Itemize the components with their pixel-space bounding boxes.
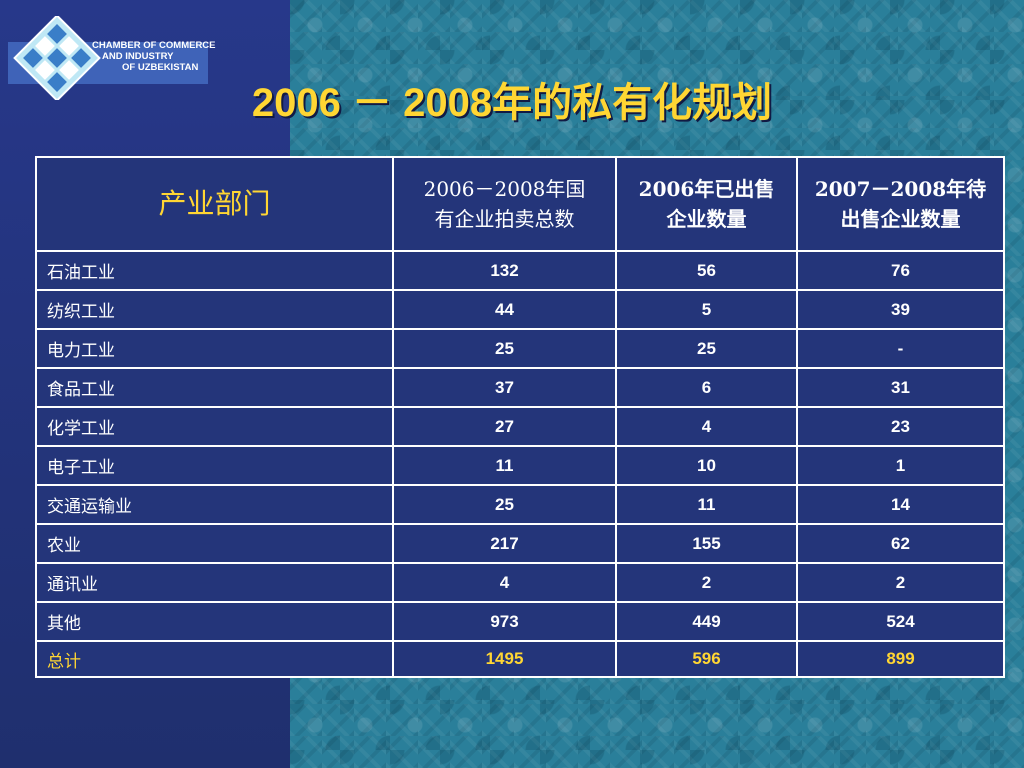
cell-sector: 通讯业 (35, 562, 394, 603)
logo-line-1: CHAMBER OF COMMERCE (92, 40, 216, 51)
cell-total: 25 (392, 484, 617, 525)
header-sold-line-2: 企业数量 (666, 207, 747, 231)
cell-total: 217 (392, 523, 617, 564)
chamber-logo: CHAMBER OF COMMERCE AND INDUSTRY OF UZBE… (8, 14, 228, 100)
logo-text: CHAMBER OF COMMERCE AND INDUSTRY OF UZBE… (92, 40, 216, 73)
header-sector: 产业部门 (35, 156, 394, 252)
table-row: 交通运输业 25 11 14 (35, 484, 1005, 525)
cell-pending: 1 (796, 445, 1005, 486)
cell-pending: 76 (796, 250, 1005, 291)
header-total-auctioned: 2006－2008年国 有企业拍卖总数 (392, 156, 617, 252)
cell-pending: - (796, 328, 1005, 369)
table-row: 其他 973 449 524 (35, 601, 1005, 642)
cell-total-label: 总计 (35, 640, 394, 678)
cell-sector: 电力工业 (35, 328, 394, 369)
slide-title: 2006 － 2008年的私有化规划 (251, 81, 773, 125)
logo-line-2: AND INDUSTRY (102, 51, 174, 62)
table-row: 农业 217 155 62 (35, 523, 1005, 564)
table-row: 电子工业 11 10 1 (35, 445, 1005, 486)
table-row: 石油工业 132 56 76 (35, 250, 1005, 291)
header-sold-line-1: 2006年已出售 (638, 177, 775, 201)
table-row: 通讯业 4 2 2 (35, 562, 1005, 603)
logo-line-3: OF UZBEKISTAN (122, 62, 199, 73)
cell-sold: 4 (615, 406, 798, 447)
cell-sold: 5 (615, 289, 798, 330)
cell-pending: 14 (796, 484, 1005, 525)
header-pending-line-1: 2007－2008年待 (814, 177, 987, 201)
diamond-logo-icon (13, 16, 101, 100)
cell-sold: 11 (615, 484, 798, 525)
cell-total: 37 (392, 367, 617, 408)
table-total-row: 总计 1495 596 899 (35, 640, 1005, 678)
cell-grand-pending: 899 (796, 640, 1005, 678)
cell-sector: 电子工业 (35, 445, 394, 486)
cell-grand-sold: 596 (615, 640, 798, 678)
cell-total: 27 (392, 406, 617, 447)
cell-sold: 6 (615, 367, 798, 408)
table-row: 食品工业 37 6 31 (35, 367, 1005, 408)
cell-pending: 62 (796, 523, 1005, 564)
cell-pending: 23 (796, 406, 1005, 447)
header-total-line-1: 2006－2008年国 (423, 177, 586, 201)
cell-pending: 31 (796, 367, 1005, 408)
header-total-line-2: 有企业拍卖总数 (434, 207, 575, 231)
cell-pending: 524 (796, 601, 1005, 642)
header-sold-2006: 2006年已出售 企业数量 (615, 156, 798, 252)
cell-pending: 2 (796, 562, 1005, 603)
cell-sold: 25 (615, 328, 798, 369)
privatization-table: 产业部门 2006－2008年国 有企业拍卖总数 2006年已出售 企业数量 2… (35, 156, 1005, 678)
cell-pending: 39 (796, 289, 1005, 330)
table-row: 纺织工业 44 5 39 (35, 289, 1005, 330)
cell-total: 44 (392, 289, 617, 330)
cell-sold: 2 (615, 562, 798, 603)
cell-sector: 交通运输业 (35, 484, 394, 525)
header-pending-2007-2008: 2007－2008年待 出售企业数量 (796, 156, 1005, 252)
table-row: 化学工业 27 4 23 (35, 406, 1005, 447)
cell-grand-total: 1495 (392, 640, 617, 678)
cell-sold: 155 (615, 523, 798, 564)
cell-sector: 化学工业 (35, 406, 394, 447)
cell-sold: 10 (615, 445, 798, 486)
table-header-row: 产业部门 2006－2008年国 有企业拍卖总数 2006年已出售 企业数量 2… (35, 156, 1005, 252)
header-pending-line-2: 出售企业数量 (840, 207, 961, 231)
cell-sold: 56 (615, 250, 798, 291)
cell-sector: 农业 (35, 523, 394, 564)
cell-total: 4 (392, 562, 617, 603)
cell-total: 25 (392, 328, 617, 369)
cell-sold: 449 (615, 601, 798, 642)
cell-total: 973 (392, 601, 617, 642)
cell-sector: 纺织工业 (35, 289, 394, 330)
cell-sector: 食品工业 (35, 367, 394, 408)
table-row: 电力工业 25 25 - (35, 328, 1005, 369)
cell-sector: 其他 (35, 601, 394, 642)
cell-total: 132 (392, 250, 617, 291)
cell-sector: 石油工业 (35, 250, 394, 291)
cell-total: 11 (392, 445, 617, 486)
